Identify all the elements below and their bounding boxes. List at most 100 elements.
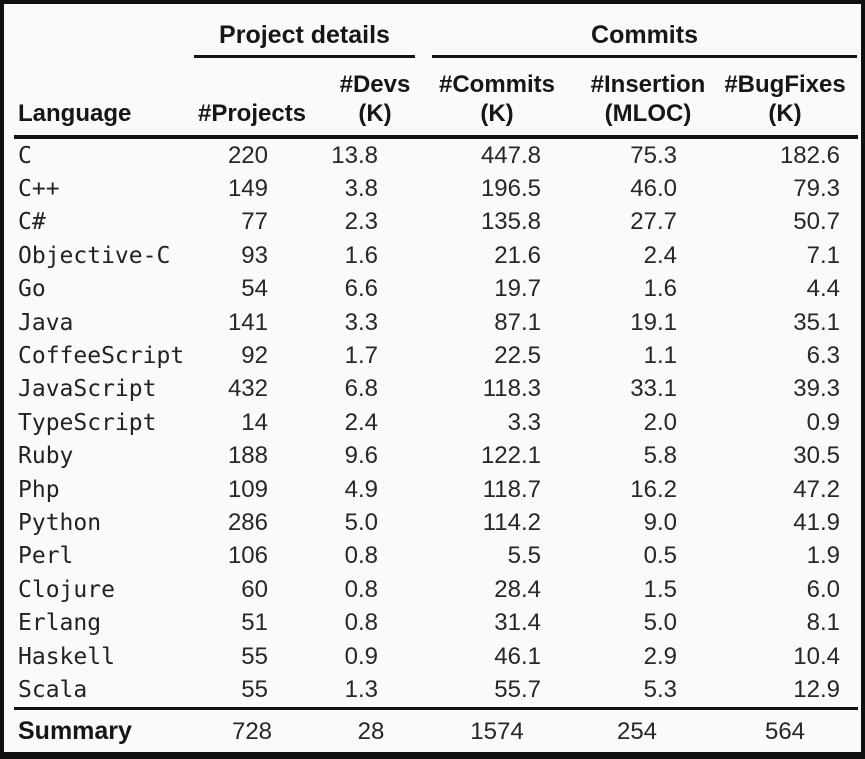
- column-header-commits: #Commits (K): [432, 58, 562, 139]
- table-row: Objective-C 93 1.6 21.6 2.4 7.1: [14, 239, 858, 272]
- value-cell: 31.4: [494, 609, 541, 637]
- language-cell: Java: [18, 309, 74, 336]
- group-header-commits-cell: Commits: [432, 4, 858, 58]
- value-cell: 0.5: [643, 542, 677, 570]
- value-cell: 5.8: [643, 442, 677, 470]
- value-cell: 35.1: [793, 308, 841, 336]
- language-cell: CoffeeScript: [18, 343, 185, 370]
- column-header-insertion: #Insertion (MLOC): [562, 58, 712, 139]
- value-cell: 9.6: [344, 442, 378, 470]
- column-header-row: Language #Projects #Devs (K) #Commits (K…: [14, 58, 859, 139]
- value-cell: 220: [227, 141, 268, 169]
- value-cell: 2.0: [643, 408, 677, 436]
- value-cell: 2.4: [344, 408, 378, 436]
- value-cell: 2.4: [643, 241, 677, 269]
- value-cell: 33.1: [630, 375, 677, 403]
- value-cell: 106: [227, 542, 268, 570]
- table-row: Java 141 3.3 87.1 19.1 35.1: [14, 306, 858, 339]
- value-cell: 3.3: [507, 408, 541, 436]
- value-cell: 188: [227, 442, 268, 470]
- value-cell: 46.1: [494, 642, 541, 670]
- value-cell: 39.3: [793, 375, 841, 403]
- summary-row: Summary 728 28 1574 254 564: [14, 706, 859, 752]
- language-cell: Python: [18, 509, 102, 536]
- column-header-unit: (K): [358, 100, 392, 128]
- summary-value-cell: 728: [194, 706, 310, 752]
- group-header-label: Commits: [591, 21, 698, 49]
- column-header-label: Language: [18, 100, 132, 128]
- column-header-label: #Commits: [438, 71, 556, 99]
- table-row: Php 109 4.9 118.7 16.2 47.2: [14, 473, 858, 506]
- language-cell: Scala: [18, 676, 88, 703]
- column-header-label: #BugFixes: [724, 71, 846, 99]
- value-cell: 5.3: [643, 675, 677, 703]
- value-cell: 4.9: [344, 475, 378, 503]
- value-cell: 6.8: [344, 375, 378, 403]
- value-cell: 92: [241, 342, 268, 370]
- value-cell: 60: [241, 575, 268, 603]
- value-cell: 13.8: [331, 141, 378, 169]
- value-cell: 182.6: [779, 141, 841, 169]
- value-cell: 19.1: [630, 308, 677, 336]
- table-row: Go 54 6.6 19.7 1.6 4.4: [14, 273, 858, 306]
- value-cell: 1.3: [344, 675, 378, 703]
- value-cell: 87.1: [494, 308, 541, 336]
- column-header-language: Language: [14, 58, 194, 139]
- language-cell: Php: [18, 476, 60, 503]
- column-header-label: #Devs: [339, 71, 411, 99]
- value-cell: 118.3: [482, 375, 541, 403]
- value-cell: 432: [227, 375, 268, 403]
- value-cell: 10.4: [793, 642, 841, 670]
- table-row: C# 77 2.3 135.8 27.7 50.7: [14, 206, 858, 239]
- language-cell: C++: [18, 176, 60, 203]
- value-cell: 77: [241, 208, 268, 236]
- column-header-unit: (K): [480, 100, 514, 128]
- group-header-spacer: [14, 4, 194, 58]
- column-header-bugfixes: #BugFixes (K): [712, 58, 859, 139]
- value-cell: 50.7: [793, 208, 841, 236]
- summary-value-cell: 564: [712, 706, 859, 752]
- language-cell: C: [18, 142, 32, 169]
- language-cell: Ruby: [18, 443, 74, 470]
- value-cell: 6.3: [806, 342, 841, 370]
- value-cell: 55.7: [494, 675, 541, 703]
- column-header-unit: (MLOC): [604, 100, 692, 128]
- value-cell: 5.0: [643, 609, 677, 637]
- table-body: C 220 13.8 447.8 75.3 182.6 C++ 149 3.8 196.5 46.0…: [14, 137, 858, 708]
- group-header-project-details: Project details: [194, 21, 415, 58]
- language-stats-table: Project details Commits Language #Projec…: [14, 4, 859, 752]
- value-cell: 0.8: [344, 575, 378, 603]
- value-cell: 196.5: [480, 175, 541, 203]
- language-cell: Objective-C: [18, 242, 171, 269]
- language-cell: Erlang: [18, 610, 102, 637]
- value-cell: 4.4: [806, 275, 841, 303]
- table-row: Scala 55 1.3 55.7 5.3 12.9: [14, 673, 858, 708]
- column-header-projects: #Projects: [194, 58, 310, 139]
- table-row: TypeScript 14 2.4 3.3 2.0 0.9: [14, 406, 858, 439]
- value-cell: 135.8: [480, 208, 541, 236]
- value-cell: 1.5: [643, 575, 677, 603]
- value-cell: 6.0: [806, 575, 841, 603]
- value-cell: 109: [227, 475, 268, 503]
- value-cell: 14: [241, 408, 268, 436]
- value-cell: 46.0: [630, 175, 677, 203]
- group-header-commits: Commits: [432, 21, 858, 58]
- value-cell: 5.5: [507, 542, 541, 570]
- value-cell: 22.5: [494, 342, 541, 370]
- value-cell: 19.7: [494, 275, 541, 303]
- language-cell: C#: [18, 209, 46, 236]
- table-row: Python 286 5.0 114.2 9.0 41.9: [14, 506, 858, 539]
- value-cell: 9.0: [643, 508, 677, 536]
- value-cell: 55: [241, 642, 268, 670]
- value-cell: 1.9: [806, 542, 841, 570]
- summary-value-cell: 1574: [432, 706, 562, 752]
- summary-label-cell: Summary: [14, 706, 194, 752]
- value-cell: 118.7: [482, 475, 541, 503]
- language-cell: Perl: [18, 543, 74, 570]
- value-cell: 28.4: [494, 575, 541, 603]
- table-row: C 220 13.8 447.8 75.3 182.6: [14, 137, 858, 172]
- value-cell: 79.3: [793, 175, 841, 203]
- value-cell: 51: [241, 609, 268, 637]
- language-cell: Go: [18, 276, 46, 303]
